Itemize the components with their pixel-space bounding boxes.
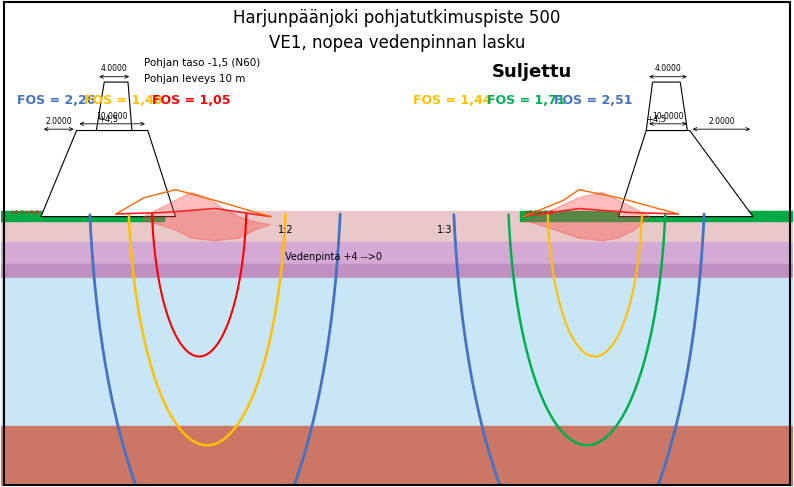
Polygon shape <box>96 82 132 131</box>
Text: Pohjan leveys 10 m: Pohjan leveys 10 m <box>144 74 245 84</box>
Polygon shape <box>646 82 688 131</box>
Text: VE1, nopea vedenpinnan lasku: VE1, nopea vedenpinnan lasku <box>269 34 525 52</box>
Bar <box>2 263 792 284</box>
Text: Harjunpäänjoki pohjatutkimuspiste 500: Harjunpäänjoki pohjatutkimuspiste 500 <box>233 9 561 27</box>
Polygon shape <box>523 192 650 241</box>
Text: FOS = 1,44: FOS = 1,44 <box>413 94 495 108</box>
Text: 10.0000: 10.0000 <box>652 112 684 121</box>
Text: 10.0000: 10.0000 <box>96 112 128 121</box>
Text: Suljettu: Suljettu <box>492 63 572 81</box>
Text: 1:3: 1:3 <box>437 225 452 235</box>
Polygon shape <box>144 192 271 241</box>
Text: FOS = 1,40: FOS = 1,40 <box>84 94 163 108</box>
Text: Vedenpinta +4 -->0: Vedenpinta +4 -->0 <box>285 252 382 262</box>
Text: Pohjan taso -1,5 (N60): Pohjan taso -1,5 (N60) <box>144 58 260 68</box>
Text: +4,0+4,0: +4,0+4,0 <box>10 210 40 215</box>
Bar <box>2 1 792 217</box>
Bar <box>2 242 792 265</box>
Bar <box>2 211 792 244</box>
Text: FOS = 2,26: FOS = 2,26 <box>17 94 95 108</box>
Text: 2.0000: 2.0000 <box>45 117 72 126</box>
Bar <box>2 211 164 221</box>
Text: 1:2: 1:2 <box>279 225 294 235</box>
Bar <box>519 211 792 221</box>
Polygon shape <box>41 131 175 217</box>
Text: FOS = 2,51: FOS = 2,51 <box>554 94 633 108</box>
Text: 4.0000: 4.0000 <box>101 64 128 74</box>
Text: 4.0000: 4.0000 <box>654 64 681 74</box>
Text: FOS = 1,71: FOS = 1,71 <box>487 94 565 108</box>
Text: 2.0000: 2.0000 <box>708 117 734 126</box>
Bar <box>2 279 792 445</box>
Text: +4,5: +4,5 <box>646 115 665 124</box>
Polygon shape <box>619 131 753 217</box>
Text: FOS = 1,05: FOS = 1,05 <box>152 94 230 108</box>
Text: +4,0+4,0: +4,0+4,0 <box>523 210 554 215</box>
Bar <box>2 427 792 486</box>
Text: +4,5: +4,5 <box>98 115 118 124</box>
